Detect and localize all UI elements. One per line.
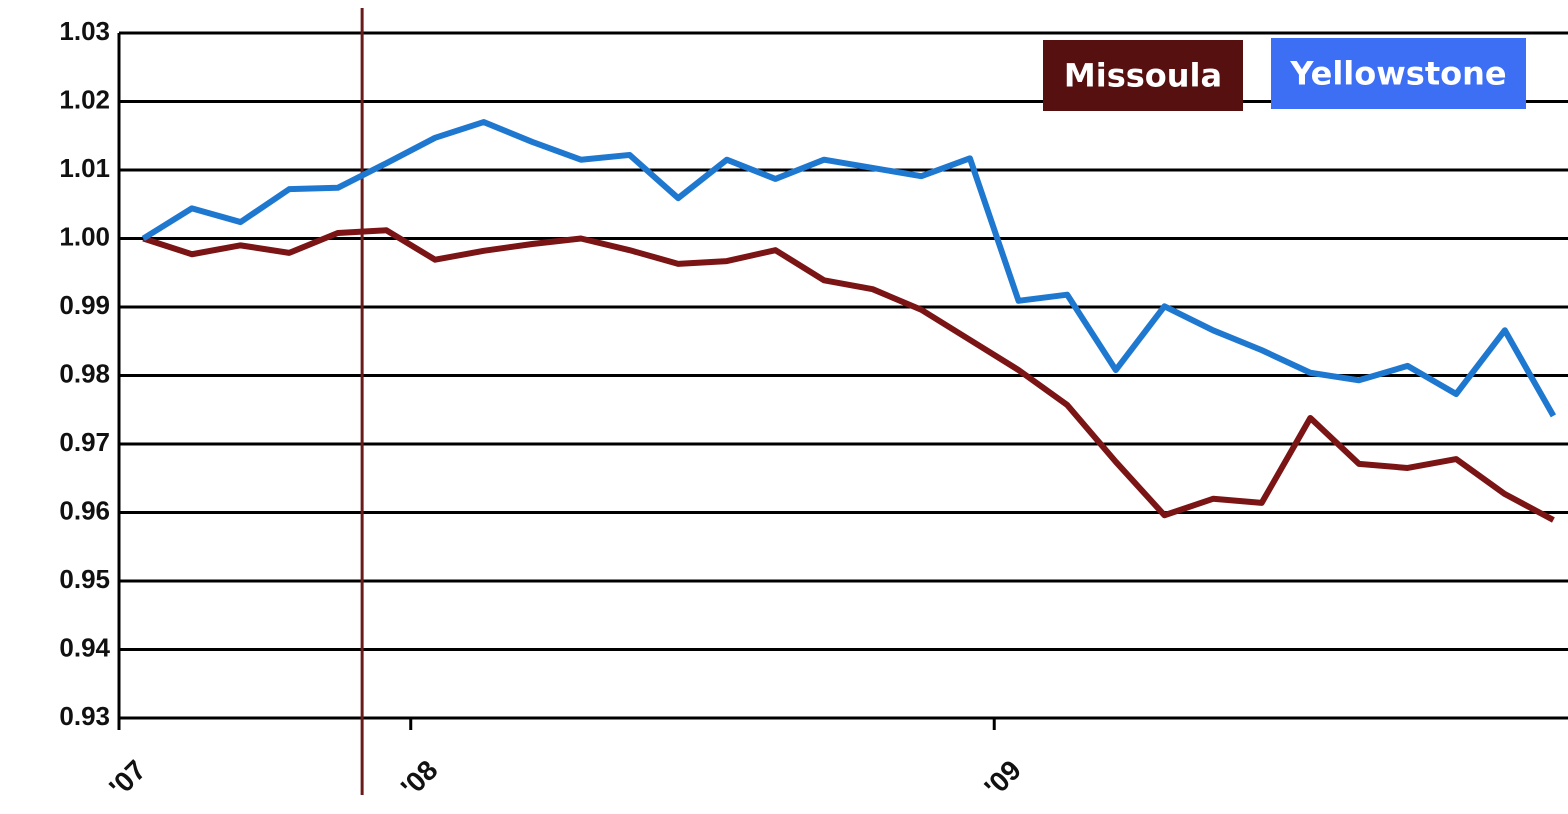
y-tick-label: 1.00 [59, 221, 110, 251]
legend-label: Missoula [1064, 57, 1222, 95]
y-tick-label: 1.03 [59, 16, 110, 46]
legend-swatch [1271, 38, 1526, 109]
y-tick-label: 0.93 [59, 701, 110, 731]
y-tick-label: 0.95 [59, 564, 110, 594]
y-tick-label: 1.01 [59, 153, 110, 183]
y-tick-label: 0.97 [59, 427, 110, 457]
y-tick-label: 0.94 [59, 632, 110, 662]
series-line [142, 227, 1555, 523]
x-tick-label: '07 [103, 754, 152, 803]
y-tick-label: 0.98 [59, 358, 110, 388]
y-tick-label: 0.96 [59, 495, 110, 525]
legend-label: Yellowstone [1289, 55, 1506, 93]
x-tick-label: '09 [978, 754, 1027, 803]
y-tick-label: 0.99 [59, 290, 110, 320]
legend-swatch [1043, 40, 1243, 111]
series-line [141, 119, 1557, 418]
x-tick-label: '08 [395, 754, 444, 803]
y-tick-label: 1.02 [59, 84, 110, 114]
